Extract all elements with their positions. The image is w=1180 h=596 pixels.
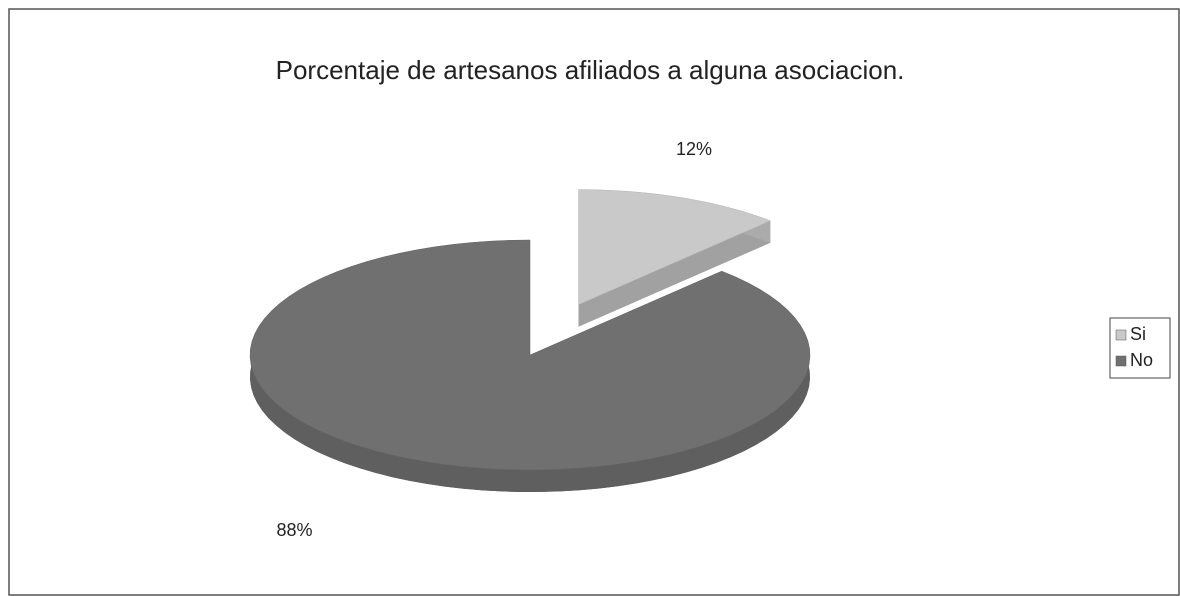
slice: [249, 239, 811, 471]
slice-wall: [578, 220, 771, 327]
legend-swatch: [1115, 329, 1127, 341]
data-label: 12%: [676, 139, 712, 159]
data-label: 88%: [277, 520, 313, 540]
legend-swatch: [1115, 355, 1127, 367]
legend-box: [1109, 317, 1171, 379]
chart-title: Porcentaje de artesanos afiliados a algu…: [276, 55, 905, 85]
slice: [578, 189, 771, 305]
legend-label: Si: [1130, 324, 1146, 344]
legend-label: No: [1130, 350, 1153, 370]
